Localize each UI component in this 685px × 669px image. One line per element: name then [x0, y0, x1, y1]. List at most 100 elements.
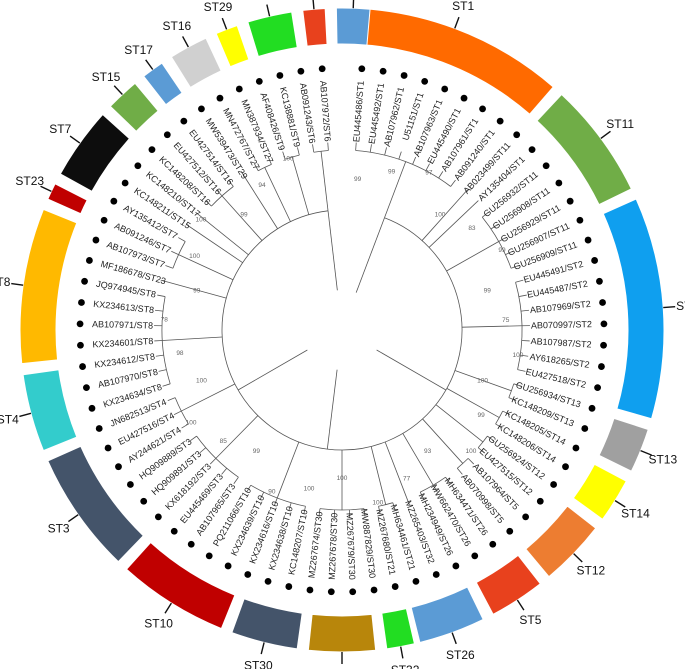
host-animal-icon: [92, 236, 100, 244]
clade-hook: [260, 642, 265, 655]
host-animal-icon: [78, 299, 85, 306]
tree-branch: [237, 349, 308, 391]
tree-branch: [384, 161, 407, 218]
tree-branch: [186, 224, 194, 230]
clade-arc-st21: [307, 613, 377, 653]
bootstrap-value: 100: [477, 377, 488, 384]
tree-branch: [245, 177, 278, 229]
host-animal-icon: [77, 341, 84, 349]
tree-branch: [456, 468, 463, 475]
host-animal-icon: [285, 583, 293, 590]
host-animal-icon: [134, 162, 142, 170]
tree-branch: [446, 388, 500, 418]
tree-branch: [490, 224, 498, 230]
clade-hook: [221, 17, 228, 30]
leaf-label: MZ267679/ST30: [344, 513, 357, 580]
tree-branch: [355, 142, 357, 151]
tree-branch: [209, 458, 217, 465]
tree-branch: [195, 211, 203, 218]
bootstrap-value: 99: [498, 247, 506, 254]
tree-branch: [435, 404, 484, 443]
leaf-label: AB107972/ST6: [318, 80, 333, 142]
tree-branch: [428, 205, 473, 248]
host-animal-icon: [452, 562, 460, 570]
host-animal-icon: [441, 85, 449, 93]
tree-branch: [454, 370, 512, 392]
host-animal-icon: [598, 363, 605, 370]
clade-label-st32: ST32: [391, 663, 420, 669]
tree-branch: [233, 476, 239, 484]
tree-branch: [502, 410, 511, 416]
tree-branch: [481, 211, 489, 218]
host-animal-icon: [88, 404, 96, 412]
host-animal-icon: [154, 513, 162, 521]
bootstrap-value: 75: [502, 317, 510, 324]
leaf-label: EU445486/ST1: [351, 80, 366, 142]
host-animal-icon: [379, 67, 387, 75]
tree-branch: [303, 506, 306, 515]
host-animal-icon: [235, 85, 243, 93]
tree-branch: [327, 210, 338, 291]
host-animal-icon: [550, 481, 558, 488]
bootstrap-value: 99: [240, 211, 248, 218]
host-animal-icon: [126, 481, 134, 488]
leaf-label: MZ267674/ST30: [306, 511, 324, 579]
host-animal-icon: [95, 425, 103, 432]
clade-label-st7: ST7: [49, 122, 71, 136]
clade-hook: [145, 59, 154, 70]
tree-branch: [495, 423, 503, 429]
bootstrap-value: 99: [253, 448, 261, 455]
clade-label-st5: ST5: [519, 613, 541, 627]
host-animal-icon: [584, 236, 592, 244]
leaf-label: KX234613/ST8: [93, 299, 155, 315]
host-animal-icon: [566, 197, 574, 205]
bootstrap-value: 100: [435, 211, 446, 218]
tree-branch: [520, 354, 529, 357]
tree-branch: [510, 265, 519, 269]
tree-branches: [154, 142, 530, 518]
tree-branch: [461, 189, 468, 197]
bootstrap-values: 99 99 97 100 83 99 99 75 100 100 99 100 93 77 100 100 10…: [161, 155, 524, 506]
host-animal-icon: [318, 65, 326, 73]
clade-arc-st4: [22, 369, 78, 452]
clade-hook: [312, 0, 315, 10]
bootstrap-value: 77: [403, 476, 411, 483]
bootstrap-value: 100: [372, 499, 383, 506]
host-animal-icon: [76, 320, 84, 328]
tree-branch: [320, 151, 329, 211]
host-animal-icon: [216, 94, 224, 102]
tree-branch: [228, 179, 234, 187]
tree-branch: [158, 369, 167, 372]
clade-arc-st27: [247, 11, 298, 58]
clade-label-st23: ST23: [15, 174, 44, 188]
clade-label-st11: ST11: [606, 117, 634, 131]
clade-label-st26: ST26: [446, 648, 475, 662]
tree-branch: [508, 397, 517, 402]
tree-branch: [162, 383, 171, 387]
tree-branch: [221, 195, 263, 241]
clade-label-st17: ST17: [124, 43, 153, 57]
tree-branch: [461, 325, 522, 328]
tree-branch: [312, 144, 315, 153]
clade-arc-st5: [475, 554, 541, 615]
bootstrap-value: 99: [193, 288, 201, 295]
tree-branch: [420, 476, 446, 493]
clade-arc-st17: [143, 62, 183, 106]
tree-branch: [370, 446, 387, 505]
host-animal-icon: [115, 463, 122, 471]
clade-arc-st6: [335, 7, 371, 46]
clade-arc-st12: [525, 505, 597, 578]
tree-branch: [363, 508, 366, 517]
tree-branch: [398, 151, 402, 160]
tree-branch: [378, 506, 381, 515]
clade-arc-st8: [19, 208, 78, 365]
tree-branch: [178, 254, 234, 281]
host-animal-icon: [198, 105, 205, 113]
leaf-label: JQ974945/ST8: [95, 279, 156, 300]
tree-branch: [173, 410, 182, 416]
host-animal-icon: [506, 527, 514, 535]
bootstrap-value: 100: [189, 253, 200, 260]
clade-label-st29: ST29: [204, 0, 233, 14]
tree-branch: [155, 354, 164, 357]
